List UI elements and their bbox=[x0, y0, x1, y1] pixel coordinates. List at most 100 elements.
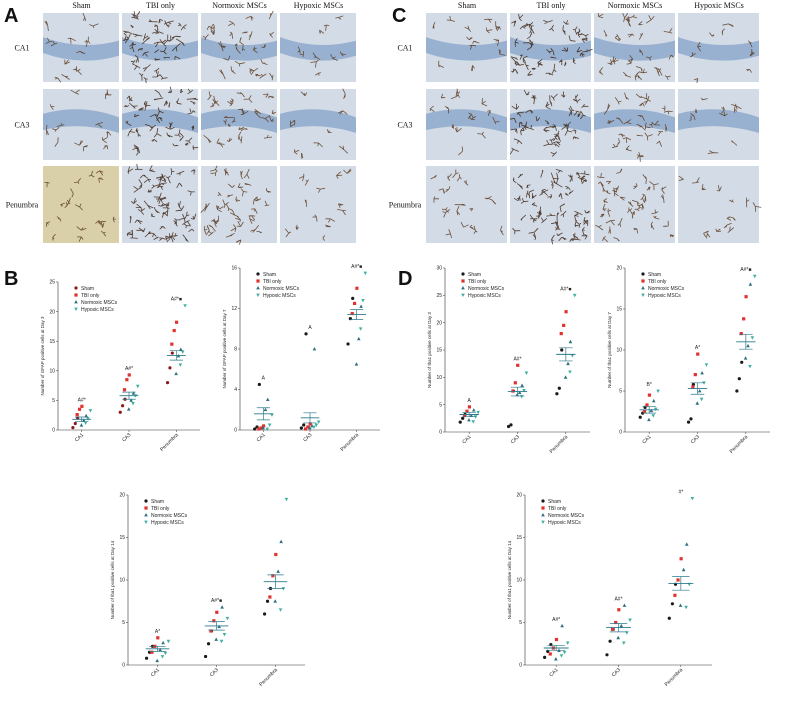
data-point bbox=[656, 389, 660, 393]
data-point bbox=[209, 629, 213, 633]
legend-label: TBI only bbox=[81, 293, 100, 299]
panel-letter: B bbox=[4, 268, 18, 290]
legend-label: Sham bbox=[648, 272, 661, 278]
data-point bbox=[170, 351, 174, 355]
annotation: A bbox=[262, 375, 266, 381]
data-point bbox=[647, 417, 651, 422]
data-point bbox=[628, 618, 632, 622]
data-point bbox=[697, 389, 702, 393]
data-point bbox=[273, 599, 278, 603]
data-point bbox=[81, 418, 86, 422]
x-tick-label: CA3 bbox=[302, 432, 313, 443]
y-tick-label: 10 bbox=[119, 578, 125, 584]
row-header: Penumbra bbox=[389, 201, 422, 210]
data-point bbox=[689, 417, 693, 421]
y-tick-label: 0 bbox=[619, 430, 622, 436]
data-point bbox=[744, 295, 748, 299]
data-point bbox=[83, 421, 88, 425]
data-point bbox=[74, 300, 78, 304]
data-point bbox=[203, 654, 208, 659]
data-point bbox=[605, 653, 609, 657]
legend-label: Sham bbox=[548, 499, 561, 505]
error-bar bbox=[739, 334, 753, 350]
y-tick-label: 0 bbox=[52, 428, 55, 434]
data-point bbox=[461, 279, 465, 283]
legend-label: TBI only bbox=[263, 279, 282, 285]
data-point bbox=[471, 408, 476, 412]
data-point bbox=[471, 420, 476, 424]
data-point bbox=[302, 423, 306, 427]
data-point bbox=[219, 639, 224, 644]
stained-cells bbox=[46, 89, 112, 152]
y-tick-label: 15 bbox=[516, 535, 522, 541]
panel-letter: C bbox=[392, 5, 406, 27]
annotation: B* bbox=[647, 382, 652, 388]
data-point bbox=[358, 327, 363, 331]
data-point bbox=[735, 389, 739, 393]
data-point bbox=[304, 332, 308, 336]
data-point bbox=[77, 407, 82, 411]
legend-label: Normoxic MSCs bbox=[468, 286, 505, 292]
y-tick-label: 0 bbox=[122, 663, 125, 669]
data-point bbox=[71, 426, 75, 430]
column-header: Hypoxic MSCs bbox=[294, 1, 344, 10]
data-point bbox=[572, 293, 577, 298]
data-point bbox=[461, 293, 465, 297]
column-header: TBI only bbox=[536, 1, 565, 10]
micrograph bbox=[201, 166, 277, 243]
data-point bbox=[144, 513, 148, 517]
cell-layer bbox=[280, 37, 356, 61]
data-point bbox=[517, 390, 522, 395]
data-point bbox=[614, 620, 618, 625]
x-tick-label: Penumbra bbox=[159, 432, 180, 453]
y-tick-label: 15 bbox=[49, 339, 55, 345]
row-header: Penumbra bbox=[6, 201, 39, 210]
data-point bbox=[541, 520, 545, 524]
y-tick-label: 10 bbox=[49, 369, 55, 375]
error-bar bbox=[350, 309, 364, 320]
annotation: A#*■ bbox=[211, 598, 222, 604]
data-point bbox=[166, 639, 171, 644]
data-point bbox=[84, 413, 88, 418]
x-tick-label: Penumbra bbox=[664, 667, 685, 688]
data-point bbox=[352, 301, 357, 306]
chart: 0 5 10 15 20 25 Number of GFAP positive cells … bbox=[40, 280, 200, 453]
error-bar bbox=[642, 406, 656, 414]
y-axis-label: Number of Iba1 positive cells at Day 14 bbox=[110, 540, 115, 619]
data-point bbox=[271, 574, 275, 578]
y-tick-label: 10 bbox=[516, 578, 522, 584]
stained-cells bbox=[429, 88, 500, 156]
data-point bbox=[74, 293, 78, 297]
data-point bbox=[257, 427, 261, 431]
data-point bbox=[278, 608, 283, 612]
x-tick-label: CA1 bbox=[461, 434, 472, 445]
data-point bbox=[74, 307, 78, 311]
x-tick-label: CA3 bbox=[121, 432, 132, 443]
data-point bbox=[686, 420, 691, 424]
y-tick-label: 30 bbox=[436, 266, 442, 272]
legend-label: TBI only bbox=[468, 279, 487, 285]
data-point bbox=[263, 407, 268, 412]
data-point bbox=[144, 506, 148, 510]
data-point bbox=[118, 410, 122, 414]
cell-layer bbox=[122, 37, 198, 61]
data-point bbox=[222, 633, 227, 637]
x-tick-label: CA1 bbox=[548, 667, 559, 678]
annotation: A#*■ bbox=[740, 267, 751, 273]
data-point bbox=[555, 392, 559, 396]
annotation: A#* bbox=[513, 356, 521, 362]
data-point bbox=[350, 311, 354, 316]
row-header: CA3 bbox=[397, 121, 412, 130]
panel-letter: D bbox=[398, 268, 412, 290]
chart: 0 5 10 15 20 Number of Iba1 positive cells at… bbox=[110, 493, 305, 688]
data-point bbox=[619, 623, 624, 628]
y-tick-label: 15 bbox=[119, 535, 125, 541]
data-point bbox=[509, 423, 513, 427]
data-point bbox=[566, 361, 570, 366]
data-point bbox=[617, 608, 621, 612]
y-tick-label: 4 bbox=[234, 387, 237, 393]
data-point bbox=[270, 413, 274, 417]
data-point bbox=[742, 317, 746, 321]
y-axis-label: Number of Iba1 positive cells at Day 14 bbox=[507, 540, 512, 619]
